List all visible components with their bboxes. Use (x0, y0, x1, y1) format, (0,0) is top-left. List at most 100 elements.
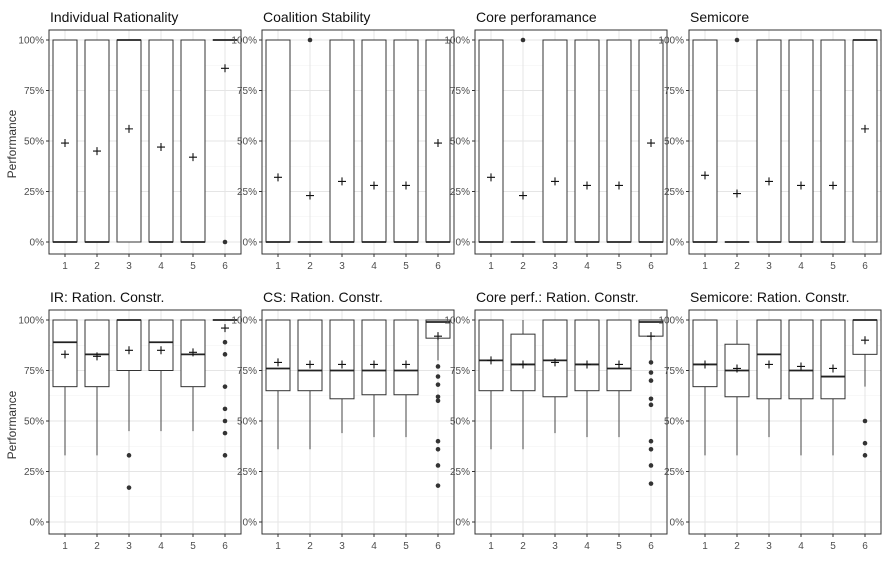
outlier-point (308, 38, 313, 43)
box-3 (543, 40, 567, 242)
box-5 (181, 40, 205, 242)
x-tick-label: 6 (648, 541, 654, 552)
box-6 (853, 40, 877, 242)
y-tick-label: 50% (664, 417, 684, 428)
x-tick-label: 4 (798, 261, 804, 272)
outlier-point (649, 360, 654, 365)
y-tick-label: 75% (450, 366, 470, 377)
panel-title: Core perforamance (476, 9, 597, 25)
outlier-point (127, 453, 132, 458)
x-tick-label: 3 (552, 541, 558, 552)
box-body (117, 40, 141, 242)
y-axis-label-bottom: Performance (5, 390, 19, 459)
y-tick-label: 100% (658, 316, 684, 327)
y-tick-label: 75% (664, 86, 684, 97)
x-tick-label: 5 (190, 261, 196, 272)
y-tick-label: 25% (24, 187, 44, 198)
panel-title: Semicore (690, 9, 749, 25)
x-tick-label: 5 (403, 541, 409, 552)
box-body (479, 320, 503, 391)
panel-title: Individual Rationality (50, 9, 178, 25)
y-tick-label: 100% (18, 36, 44, 47)
box-body (266, 320, 290, 391)
box-body (543, 320, 567, 397)
panel-background (475, 30, 667, 254)
y-tick-label: 75% (24, 86, 44, 97)
box-body (821, 320, 845, 399)
panel-background (49, 30, 241, 254)
x-tick-label: 5 (830, 541, 836, 552)
y-tick-label: 50% (237, 417, 257, 428)
x-tick-label: 4 (371, 541, 377, 552)
x-tick-label: 1 (62, 541, 68, 552)
x-tick-label: 3 (126, 261, 132, 272)
x-tick-label: 3 (552, 261, 558, 272)
y-tick-label: 0% (243, 238, 258, 249)
box-body (821, 40, 845, 242)
panel-7: Core perf.: Ration. Constr.0%25%50%75%10… (444, 289, 667, 552)
panel-title: IR: Ration. Constr. (50, 289, 164, 305)
box-2 (85, 40, 109, 242)
box-body (394, 40, 418, 242)
outlier-point (223, 419, 228, 424)
box-5 (394, 40, 418, 242)
x-tick-label: 2 (307, 541, 313, 552)
x-tick-label: 2 (520, 541, 526, 552)
box-body (543, 40, 567, 242)
box-body (85, 40, 109, 242)
box-body (149, 320, 173, 371)
y-tick-label: 0% (243, 518, 258, 529)
y-tick-label: 50% (450, 137, 470, 148)
y-tick-label: 50% (24, 137, 44, 148)
box-body (693, 320, 717, 387)
panel-background (49, 310, 241, 534)
box-body (693, 40, 717, 242)
y-tick-label: 50% (450, 417, 470, 428)
x-tick-label: 3 (339, 261, 345, 272)
box-6 (639, 40, 663, 242)
panel-title: Coalition Stability (263, 9, 370, 25)
box-body (575, 320, 599, 391)
box-body (607, 40, 631, 242)
outlier-point (735, 38, 740, 43)
outlier-point (223, 340, 228, 345)
y-tick-label: 25% (450, 467, 470, 478)
y-tick-label: 100% (444, 316, 470, 327)
x-tick-label: 1 (275, 261, 281, 272)
panel-background (689, 30, 881, 254)
x-tick-label: 5 (616, 541, 622, 552)
panel-title: CS: Ration. Constr. (263, 289, 383, 305)
panel-background (262, 310, 454, 534)
y-tick-label: 75% (664, 366, 684, 377)
y-tick-label: 100% (231, 316, 257, 327)
y-tick-label: 25% (237, 467, 257, 478)
box-3 (330, 40, 354, 242)
y-tick-label: 75% (237, 366, 257, 377)
box-1 (53, 40, 77, 242)
x-tick-label: 1 (275, 541, 281, 552)
x-tick-label: 4 (371, 261, 377, 272)
y-axis-label-top: Performance (5, 109, 19, 178)
y-tick-label: 100% (658, 36, 684, 47)
y-tick-label: 100% (231, 36, 257, 47)
box-body (117, 320, 141, 371)
box-4 (149, 40, 173, 242)
outlier-point (436, 447, 441, 452)
y-tick-label: 25% (664, 187, 684, 198)
box-5 (821, 40, 845, 242)
outlier-point (436, 374, 441, 379)
outlier-point (649, 403, 654, 408)
x-tick-label: 5 (616, 261, 622, 272)
panel-background (475, 310, 667, 534)
outlier-point (436, 364, 441, 369)
box-1 (479, 40, 503, 242)
y-tick-label: 25% (664, 467, 684, 478)
panel-8: Semicore: Ration. Constr.0%25%50%75%100%… (658, 289, 881, 552)
panel-title: Core perf.: Ration. Constr. (476, 289, 639, 305)
outlier-point (436, 382, 441, 387)
outlier-point (649, 463, 654, 468)
